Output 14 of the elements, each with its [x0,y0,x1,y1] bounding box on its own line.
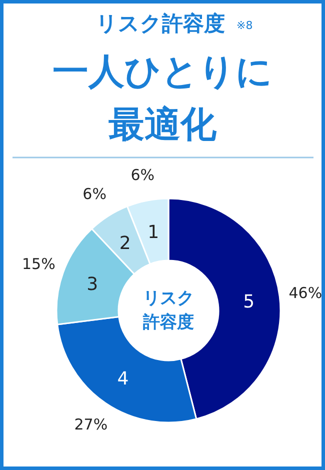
data-label: 46% [288,284,322,302]
data-label: 6% [130,166,155,184]
text: リスク許容度 [142,288,194,332]
slice-label: 1 [148,222,160,243]
slice-label: 5 [243,291,255,312]
text: ※8 [236,19,253,32]
data-label: 15% [22,254,56,273]
slice-label: 3 [86,274,98,296]
chart-title: リスク許容度 [96,12,225,36]
slice-label: 2 [119,233,131,254]
slice-label: 4 [117,368,129,390]
chart-subtitle: 一人ひとりに最適化 [52,51,272,146]
data-label: 6% [82,184,106,203]
data-label: 27% [74,416,108,434]
